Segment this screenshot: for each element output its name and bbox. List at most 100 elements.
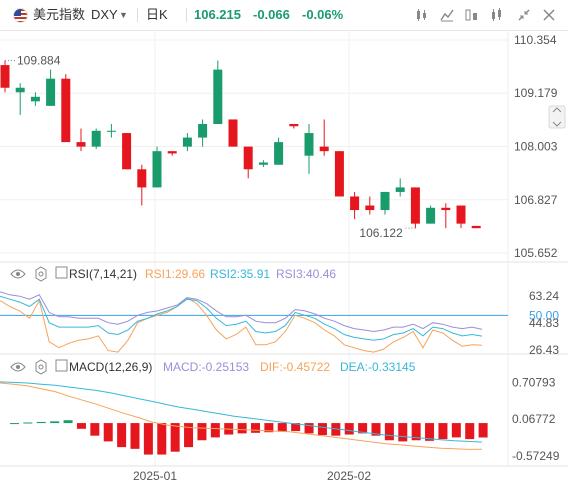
macd-bar — [117, 423, 127, 448]
candle-style-icon[interactable] — [413, 6, 431, 24]
timeframe-button[interactable]: 日K — [146, 7, 168, 22]
gear-icon[interactable] — [35, 359, 47, 375]
macd-bar — [170, 423, 180, 452]
candle-body — [441, 207, 451, 211]
dif-line — [0, 382, 483, 450]
macd-tick-label: 0.70793 — [512, 376, 556, 390]
high-annotation: 109.884 — [17, 54, 61, 68]
macd-value: MACD:-0.25153 — [163, 360, 249, 374]
candle-body — [76, 142, 86, 147]
macd-axis: 0.70793 0.06772 -0.57249 — [512, 376, 560, 463]
checkbox-icon[interactable] — [55, 266, 68, 279]
macd-bar — [130, 423, 140, 449]
macd-bar — [143, 423, 153, 455]
macd-bar — [358, 423, 368, 434]
candle-body — [426, 207, 436, 224]
candle-body — [30, 96, 40, 102]
collapse-icon[interactable] — [515, 6, 533, 24]
candlestick-series — [0, 60, 481, 229]
low-annotation: 106.122 — [359, 226, 403, 240]
macd-tick-label: -0.57249 — [512, 449, 560, 463]
macd-title: MACD(12,26,9) — [69, 360, 152, 374]
time-tick-label: 2025-01 — [133, 469, 177, 483]
macd-bar — [210, 423, 220, 438]
axis-scroll-icon[interactable] — [548, 105, 566, 129]
macd-bar — [264, 423, 274, 433]
macd-bar — [384, 423, 394, 441]
macd-bar — [10, 423, 19, 425]
chart-toolbar: 美元指数 DXY ▼ 日K 106.215 -0.066 -0.06% — [0, 0, 568, 31]
axis-scroll-button[interactable] — [548, 105, 566, 129]
candle-body — [228, 119, 238, 147]
macd-bar — [465, 423, 475, 440]
toolbar-divider — [186, 8, 187, 22]
candle-body — [167, 151, 177, 154]
macd-bar — [50, 421, 60, 424]
price-tick-label: 110.354 — [514, 33, 557, 47]
candle-body — [471, 225, 481, 229]
eye-pupil — [16, 365, 20, 369]
candle-body — [122, 133, 132, 170]
rsi-tick-label: 50.00 — [529, 308, 559, 322]
time-axis: 2025-01 2025-02 — [133, 469, 371, 483]
rsi1-value: RSI1:29.66 — [145, 267, 205, 281]
close-icon[interactable] — [540, 6, 558, 24]
macd-header: MACD(12,26,9) MACD:-0.25153 DIF:-0.45722… — [10, 359, 416, 375]
rsi-tick-label: 63.24 — [529, 289, 559, 303]
rsi-title: RSI(7,14,21) — [69, 267, 137, 281]
macd-bar — [478, 423, 488, 438]
candle-body — [365, 205, 375, 211]
candle-body — [182, 137, 192, 147]
indicator-icon[interactable] — [438, 6, 456, 24]
symbol-name[interactable]: 美元指数 — [33, 7, 86, 22]
gear-hub — [38, 271, 44, 277]
gear-icon[interactable] — [35, 266, 47, 282]
settings-icon[interactable] — [488, 6, 506, 24]
macd-bar — [36, 421, 46, 424]
macd-bar — [344, 423, 354, 435]
compare-icon[interactable] — [463, 6, 481, 24]
candle-body — [15, 87, 25, 93]
candle-body — [304, 133, 314, 156]
macd-bar — [237, 423, 247, 434]
candle-body — [152, 151, 162, 188]
candle-body — [350, 196, 360, 211]
toolbar-divider — [137, 8, 138, 22]
macd-bar — [197, 423, 207, 441]
candle-body — [289, 123, 299, 127]
candle-body — [258, 162, 268, 165]
candle-body — [334, 151, 344, 197]
rsi-line-3 — [0, 291, 483, 333]
chevron-up-icon — [552, 107, 562, 113]
macd-bar — [411, 423, 421, 441]
macd-histogram — [10, 420, 488, 455]
gear-outline — [35, 359, 47, 375]
macd-bar — [103, 423, 113, 442]
eye-icon[interactable] — [10, 362, 26, 372]
macd-bar — [451, 423, 461, 438]
macd-bar — [184, 423, 194, 448]
price-change-pct: -0.06% — [302, 7, 344, 22]
checkbox-icon[interactable] — [55, 359, 68, 372]
candle-body — [319, 146, 329, 152]
grid-lines — [0, 30, 508, 466]
candle-body — [91, 130, 101, 147]
price-axis: 110.354 109.179 108.003 106.827 105.652 — [514, 33, 558, 260]
eye-icon[interactable] — [10, 269, 26, 279]
rsi-header: RSI(7,14,21) RSI1:29.66 RSI2:35.91 RSI3:… — [10, 266, 336, 282]
candle-body — [106, 130, 116, 132]
rsi-line-2 — [0, 295, 483, 341]
macd-bar — [277, 423, 287, 432]
us-flag-icon — [13, 8, 28, 23]
price-annotations: 109.884 106.122 — [5, 54, 416, 240]
rsi3-value: RSI3:40.46 — [276, 267, 336, 281]
candle-body — [0, 65, 10, 88]
macd-bar — [317, 423, 327, 436]
macd-bar — [398, 423, 408, 442]
symbol-code[interactable]: DXY — [91, 7, 118, 22]
symbol-dropdown-icon[interactable]: ▼ — [119, 10, 128, 20]
price-change: -0.066 — [253, 7, 290, 22]
candle-body — [61, 78, 71, 143]
